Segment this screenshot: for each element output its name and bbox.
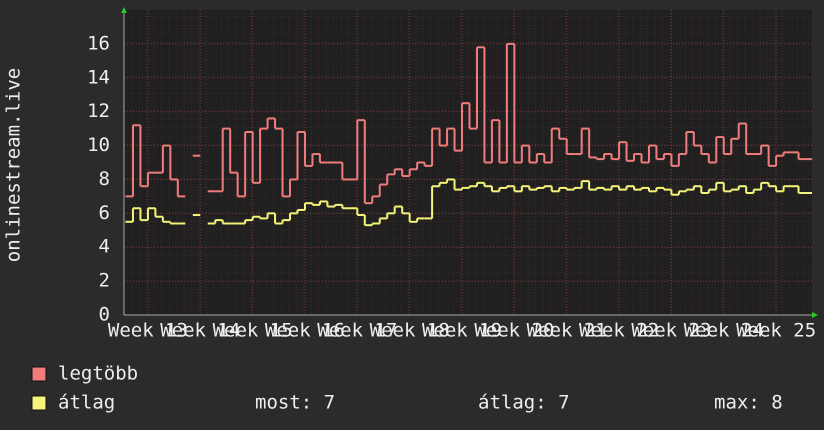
y-tick-label: 2 (99, 270, 110, 292)
x-tick-label: Week 21 (527, 320, 607, 342)
x-tick-label: Week 22 (579, 320, 659, 342)
y-tick-label: 16 (87, 32, 110, 54)
x-axis-arrow (812, 312, 818, 318)
y-tick-label: 12 (87, 100, 110, 122)
legend-stat: átlag: 7 (478, 392, 570, 414)
x-tick-label: Week 16 (265, 320, 345, 342)
x-tick-label: Week 19 (422, 320, 502, 342)
x-tick-label: Week 23 (631, 320, 711, 342)
x-tick-label: Week 25 (736, 320, 816, 342)
x-tick-label: Week 24 (684, 320, 764, 342)
y-tick-label: 10 (87, 134, 110, 156)
legend-swatch (31, 395, 47, 411)
y-tick-label: 8 (99, 168, 110, 190)
legend-label: átlag (58, 392, 115, 414)
x-tick-label: Week 15 (213, 320, 293, 342)
y-tick-label: 14 (87, 66, 110, 88)
x-tick-label: Week 14 (160, 320, 240, 342)
x-tick-label: Week 18 (370, 320, 450, 342)
legend: legtöbb átlag most: 7 átlag: 7 max: 8 (31, 363, 783, 414)
y-tick-label: 0 (99, 304, 110, 326)
series-lines (125, 42, 812, 227)
legend-label: legtöbb (58, 363, 138, 385)
y-tick-label: 4 (99, 236, 110, 258)
y-tick-label: 6 (99, 202, 110, 224)
legend-swatch (31, 366, 47, 382)
y-axis-label: onlinestream.live (3, 68, 25, 262)
x-tick-label: Week 13 (108, 320, 188, 342)
legend-stat: most: 7 (255, 392, 335, 414)
x-tick-label: Week 17 (317, 320, 397, 342)
minor-grid (124, 10, 812, 315)
x-tick-label: Week 20 (474, 320, 554, 342)
y-axis-arrow (121, 7, 127, 13)
legend-stat: max: 8 (714, 392, 783, 414)
